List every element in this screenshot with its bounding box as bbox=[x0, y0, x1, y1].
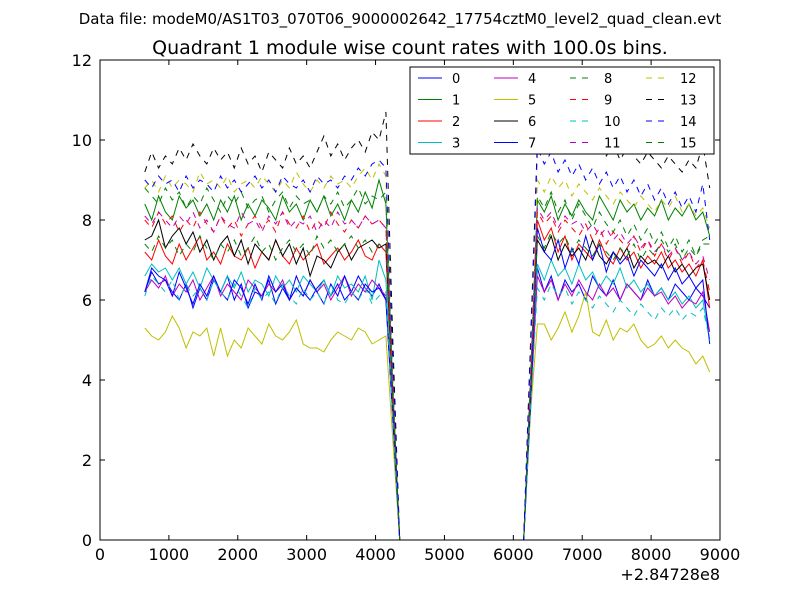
x-tick-label: 3000 bbox=[286, 545, 327, 564]
y-tick-label: 2 bbox=[82, 451, 92, 470]
legend-label-11: 11 bbox=[604, 137, 621, 152]
x-tick-label: 0 bbox=[95, 545, 105, 564]
series-line-15 bbox=[144, 230, 710, 540]
y-tick-label: 4 bbox=[82, 371, 92, 390]
y-tick-label: 8 bbox=[82, 211, 92, 230]
legend-label-5: 5 bbox=[528, 94, 536, 109]
series-line-0 bbox=[144, 267, 711, 540]
series-line-10 bbox=[144, 275, 711, 540]
legend-label-12: 12 bbox=[680, 72, 697, 87]
chart-title: Quadrant 1 module wise count rates with … bbox=[152, 37, 668, 59]
series-line-14 bbox=[144, 147, 711, 540]
legend-label-0: 0 bbox=[452, 72, 460, 87]
y-tick-label: 10 bbox=[72, 131, 92, 150]
series-line-13 bbox=[144, 111, 711, 540]
series-line-12 bbox=[144, 162, 711, 540]
x-tick-label: 1000 bbox=[149, 545, 190, 564]
series-line-11 bbox=[144, 206, 711, 540]
x-tick-label: 2000 bbox=[217, 545, 258, 564]
legend-label-6: 6 bbox=[528, 115, 536, 130]
series-line-2 bbox=[144, 219, 711, 540]
legend-label-1: 1 bbox=[452, 94, 460, 109]
legend-label-7: 7 bbox=[528, 137, 536, 152]
x-tick-label: 6000 bbox=[493, 545, 534, 564]
y-tick-label: 0 bbox=[82, 531, 92, 550]
legend-label-4: 4 bbox=[528, 72, 536, 87]
legend-box bbox=[409, 66, 715, 155]
series-line-3 bbox=[144, 258, 711, 540]
series-line-4 bbox=[144, 274, 711, 540]
legend-label-14: 14 bbox=[680, 115, 697, 130]
series-line-7 bbox=[144, 227, 711, 540]
x-axis: 0 1000 2000 3000 4000 5000 6000 7000 8000 9000 bbox=[95, 60, 740, 564]
legend-label-15: 15 bbox=[680, 137, 697, 152]
series-layer bbox=[144, 111, 711, 540]
legend-label-2: 2 bbox=[452, 115, 460, 130]
x-tick-label: 7000 bbox=[562, 545, 603, 564]
legend-label-8: 8 bbox=[604, 72, 612, 87]
legend-label-9: 9 bbox=[604, 94, 612, 109]
x-tick-label: 5000 bbox=[424, 545, 465, 564]
y-tick-label: 12 bbox=[72, 51, 92, 70]
legend-label-10: 10 bbox=[604, 115, 621, 130]
series-line-5 bbox=[144, 291, 711, 540]
legend-label-3: 3 bbox=[452, 137, 460, 152]
series-line-1 bbox=[144, 178, 711, 540]
legend-label-13: 13 bbox=[680, 94, 697, 109]
series-line-6 bbox=[144, 218, 711, 540]
y-tick-label: 6 bbox=[82, 291, 92, 310]
x-offset-label: +2.84728e8 bbox=[620, 565, 720, 584]
series-line-9 bbox=[144, 210, 711, 540]
chart-suptitle: Data file: modeM0/AS1T03_070T06_90000026… bbox=[79, 10, 722, 29]
x-tick-label: 8000 bbox=[631, 545, 672, 564]
x-tick-label: 9000 bbox=[700, 545, 741, 564]
x-tick-label: 4000 bbox=[355, 545, 396, 564]
